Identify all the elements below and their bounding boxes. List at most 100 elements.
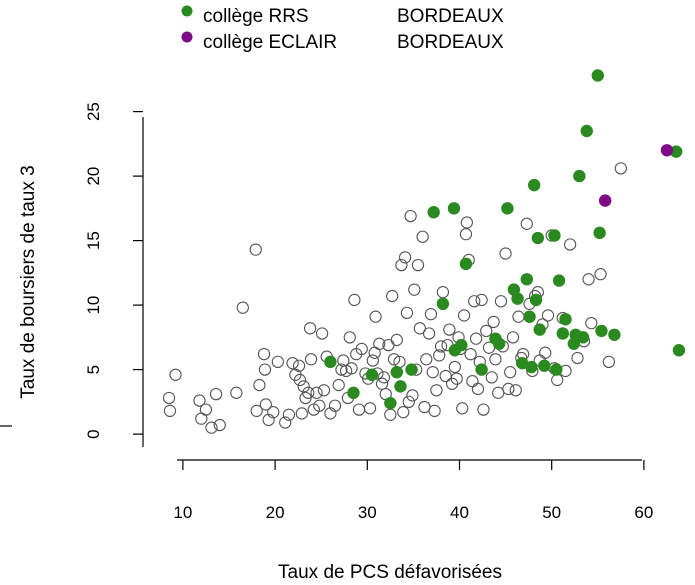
point-s0-15 (258, 363, 272, 376)
point-s0-72 (402, 395, 415, 408)
point-s0-45 (343, 331, 356, 344)
point-s0-66 (390, 333, 403, 347)
legend-city-eclair: BORDEAUX (397, 32, 504, 53)
point-s0-0 (162, 391, 176, 405)
point-s0-22 (286, 356, 299, 370)
point-s0-39 (328, 399, 342, 412)
point-s1-32 (559, 313, 572, 326)
point-s0-9 (230, 386, 243, 399)
point-s1-23 (527, 178, 541, 192)
point-s1-42 (669, 145, 683, 158)
point-s0-58 (373, 337, 386, 350)
point-s0-103 (464, 347, 477, 361)
point-s0-113 (485, 371, 498, 384)
x-tick-label-50: 50 (542, 503, 561, 522)
point-s0-19 (271, 355, 285, 369)
point-s0-86 (430, 384, 443, 397)
point-s1-12 (459, 257, 473, 271)
point-s1-2 (365, 368, 379, 381)
point-s0-99 (457, 309, 471, 322)
point-s0-12 (250, 404, 263, 418)
point-s0-82 (422, 327, 436, 340)
legend-marker-eclair (181, 31, 193, 43)
point-s0-24 (292, 359, 306, 372)
point-s0-134 (539, 346, 552, 359)
point-s0-11 (249, 243, 262, 256)
point-s0-111 (480, 324, 493, 338)
point-s0-40 (332, 378, 345, 392)
point-s0-89 (436, 286, 450, 299)
point-s0-8 (213, 418, 226, 432)
point-s0-53 (363, 402, 377, 415)
point-s0-46 (345, 362, 358, 375)
point-s0-16 (259, 398, 273, 411)
point-s0-34 (313, 399, 326, 412)
point-s0-41 (335, 363, 348, 376)
point-s0-18 (267, 406, 280, 419)
x-tick-label-20: 20 (266, 503, 285, 522)
point-s1-18 (511, 292, 524, 305)
point-s1-13 (475, 363, 488, 376)
point-s0-75 (408, 283, 421, 296)
y-tick-label-0: 0 (84, 429, 103, 438)
point-s1-26 (533, 323, 546, 336)
point-s0-147 (602, 355, 616, 369)
point-s0-3 (193, 394, 206, 407)
point-s0-69 (397, 406, 410, 419)
point-s0-36 (317, 384, 331, 397)
point-s0-25 (293, 373, 307, 387)
point-s0-70 (398, 251, 412, 264)
point-s0-138 (551, 373, 564, 387)
axes: 10 20 30 40 50 60 0 5 10 15 20 25 (0, 102, 653, 522)
point-s0-33 (310, 386, 323, 399)
point-s0-122 (506, 331, 520, 344)
point-s1-40 (595, 324, 608, 338)
point-s0-135 (541, 309, 555, 322)
legend-label-eclair: collège ECLAIR (203, 32, 337, 53)
point-s0-1 (163, 404, 177, 418)
point-s0-104 (466, 375, 479, 388)
point-s0-98 (456, 402, 469, 415)
point-s0-74 (406, 389, 419, 402)
point-s1-4 (390, 365, 403, 379)
point-s0-27 (297, 380, 310, 393)
legend: collège RRS BORDEAUX collège ECLAIR BORD… (181, 5, 504, 53)
point-s0-2 (169, 368, 182, 381)
x-tick-label-30: 30 (358, 503, 377, 522)
x-tick-label-10: 10 (173, 503, 192, 522)
point-s0-20 (279, 416, 292, 429)
point-s0-73 (404, 209, 417, 223)
point-s1-20 (520, 273, 533, 286)
point-s0-63 (384, 408, 397, 421)
point-s1-5 (394, 380, 407, 393)
point-s0-123 (509, 384, 522, 397)
x-axis-label: Taux de PCS défavorisées (278, 562, 502, 583)
point-s1-15 (492, 337, 506, 350)
point-s0-84 (426, 366, 439, 379)
point-s0-115 (489, 353, 502, 366)
legend-label-rrs: collège RRS (203, 6, 309, 27)
legend-city-rrs: BORDEAUX (397, 6, 504, 27)
point-s0-47 (348, 293, 361, 307)
point-s0-64 (386, 289, 399, 303)
point-s1-1 (347, 386, 360, 400)
point-s1-8 (436, 297, 450, 311)
point-s1-21 (523, 310, 536, 323)
point-s0-83 (424, 307, 438, 321)
point-s0-14 (257, 347, 271, 361)
point-s1-11 (455, 338, 468, 352)
point-s0-60 (377, 371, 391, 384)
point-s1-43 (672, 344, 686, 357)
point-s0-121 (504, 366, 517, 379)
point-s1-25 (531, 231, 545, 245)
point-s0-31 (304, 353, 318, 366)
point-s0-144 (582, 273, 595, 286)
point-s0-7 (209, 387, 223, 401)
point-s2-1 (660, 144, 674, 157)
point-s0-43 (339, 364, 353, 378)
point-s0-109 (475, 293, 488, 307)
point-s1-22 (525, 360, 538, 374)
point-s1-41 (608, 328, 621, 341)
x-tick-label-60: 60 (634, 503, 653, 522)
y-tick-label-25: 25 (84, 102, 103, 121)
